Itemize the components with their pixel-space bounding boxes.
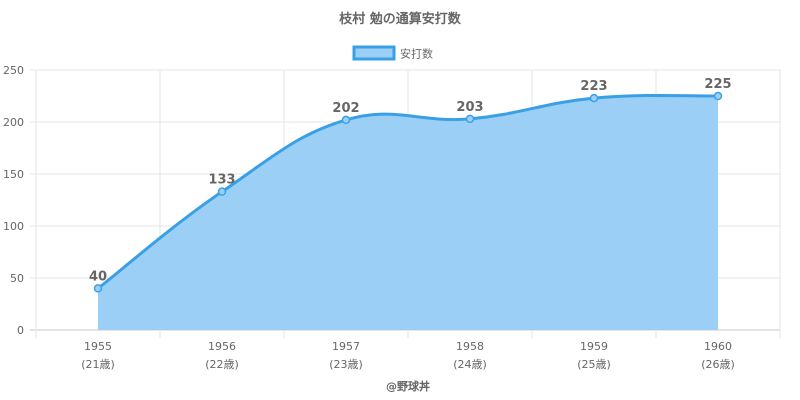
data-point (93, 284, 103, 293)
data-label: 133 (208, 173, 235, 188)
y-axis: 0 50 100 150 200 250 (3, 64, 24, 337)
x-tick-sublabel: (24歳) (453, 358, 487, 371)
x-tick-label: 1956 (208, 340, 236, 353)
x-tick-label: 1959 (580, 340, 608, 353)
x-tick-sublabel: (21歳) (81, 358, 115, 371)
x-tick-sublabel: (26歳) (701, 358, 735, 371)
chart-title: 枝村 勉の通算安打数 (338, 11, 462, 27)
x-tick-sublabel: (23歳) (329, 358, 363, 371)
footer-credit: @野球丼 (386, 379, 430, 393)
legend-swatch (352, 45, 396, 61)
x-axis: 1955 (21歳) 1956 (22歳) 1957 (23歳) 1958 (24歳) 1959… (81, 340, 735, 371)
x-tick-label: 1958 (456, 340, 484, 353)
data-point (217, 187, 227, 196)
data-label: 40 (89, 269, 107, 284)
data-label: 223 (580, 79, 607, 94)
x-tick-sublabel: (25歳) (577, 358, 611, 371)
y-tick-label: 0 (17, 324, 24, 337)
x-tick-label: 1957 (332, 340, 360, 353)
area-fill (98, 95, 718, 330)
legend-label: 安打数 (400, 47, 433, 61)
series-line (97, 93, 719, 290)
data-point (589, 93, 599, 103)
data-point (341, 115, 351, 125)
data-point (465, 114, 475, 124)
data-label: 225 (704, 77, 731, 92)
y-tick-label: 250 (3, 64, 24, 77)
data-labels: 40 133 202 203 223 225 (89, 77, 732, 284)
y-tick-label: 200 (3, 116, 24, 129)
x-tick-sublabel: (22歳) (205, 358, 239, 371)
x-tick-label: 1960 (704, 340, 732, 353)
y-tick-label: 100 (3, 220, 24, 233)
x-tick-label: 1955 (84, 340, 112, 353)
data-label: 203 (456, 100, 483, 115)
y-tick-label: 150 (3, 168, 24, 181)
legend[interactable]: 安打数 (352, 45, 433, 61)
data-label: 202 (332, 101, 359, 116)
y-tick-label: 50 (10, 272, 24, 285)
data-point (713, 91, 723, 101)
series-hits (93, 91, 723, 330)
